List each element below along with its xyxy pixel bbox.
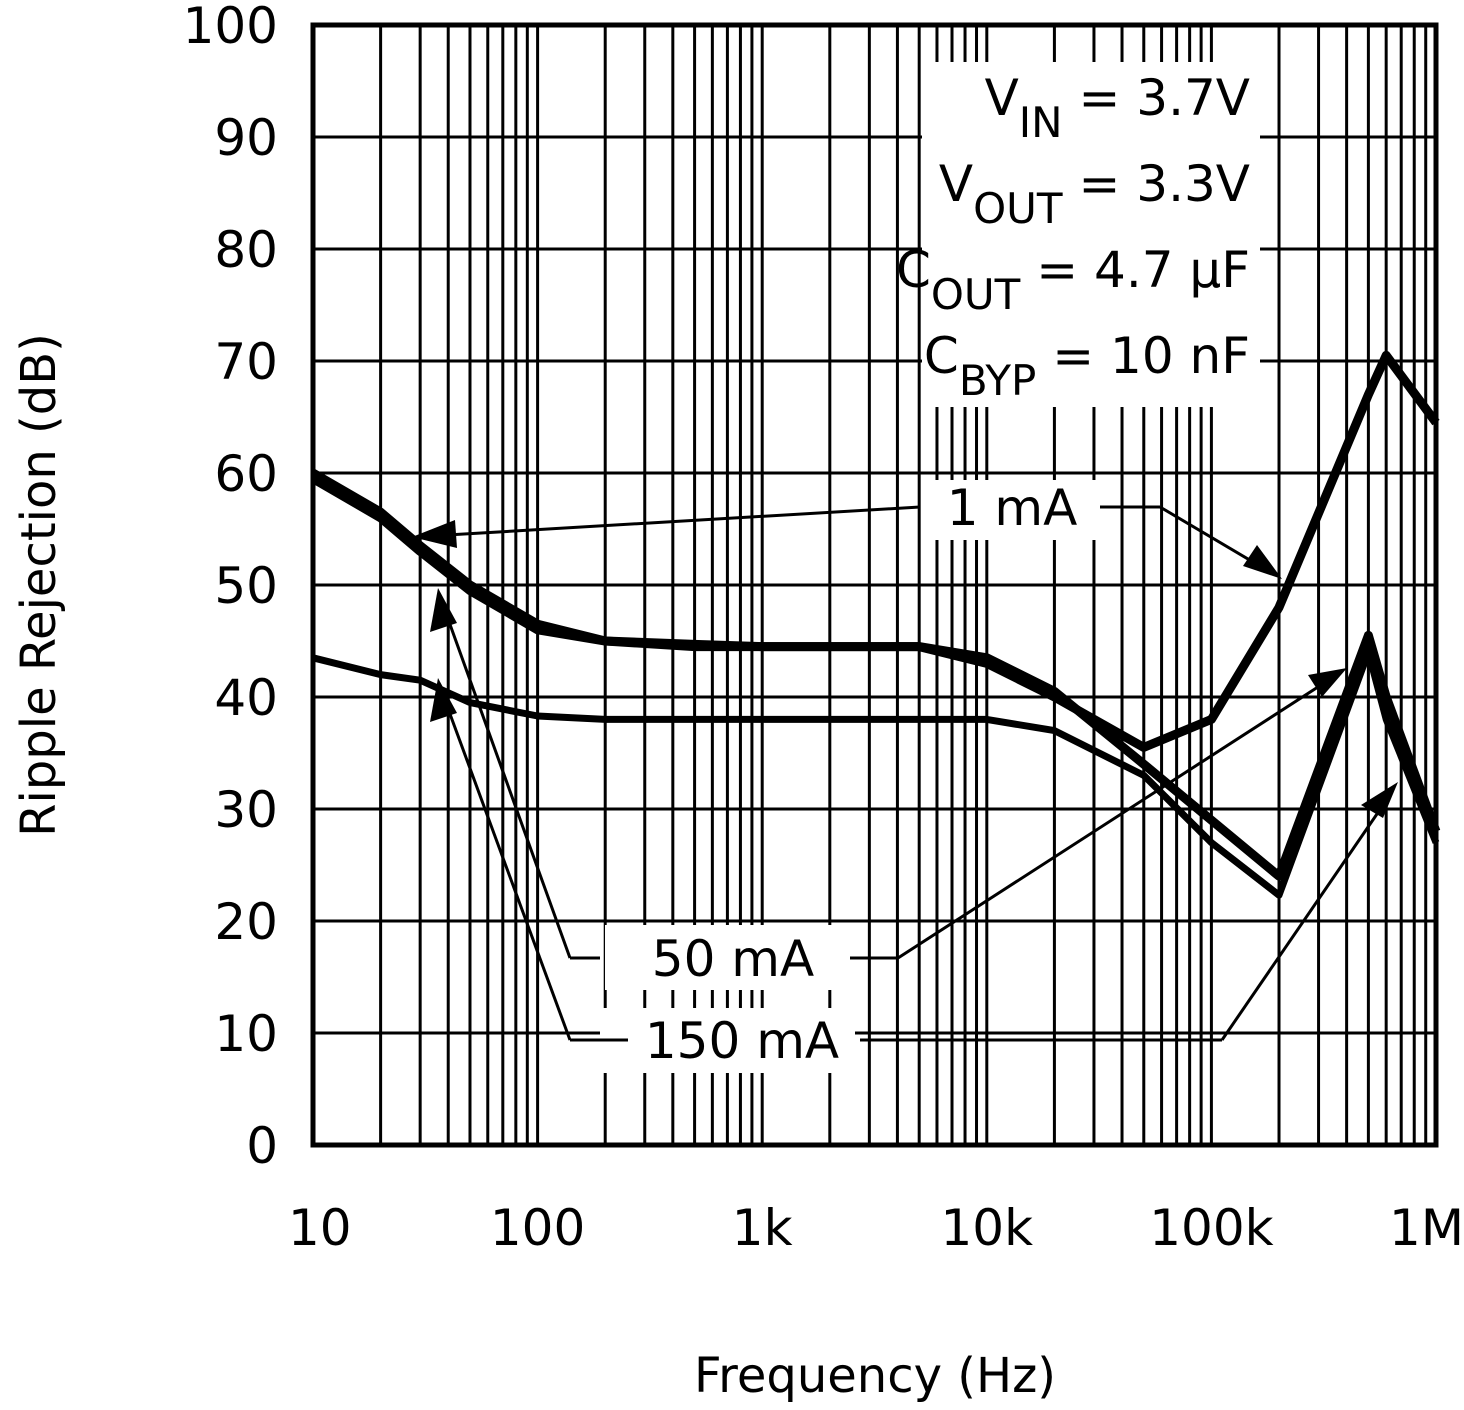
arrow-heads [412,520,1398,818]
annotation-tail: = 3.7V [1063,69,1250,127]
y-tick-label: 50 [214,557,278,615]
y-tick-label: 60 [214,445,278,503]
y-tick-label: 30 [214,781,278,839]
annotation-sub: BYP [959,356,1037,405]
annotation-tail: = 10 nF [1036,327,1250,385]
annotation: VOUT = 3.3V [939,155,1250,233]
curves [310,350,1441,899]
annotation-sub: IN [1019,98,1063,147]
y-tick-label: 80 [214,221,278,279]
label-arrows [429,480,1392,1073]
x-tick-label: 10 [288,1199,352,1257]
series-line [310,474,1441,881]
plot-frame [310,22,1439,1148]
series-label: 50 mA [652,930,814,988]
annotation-base: V [985,69,1019,127]
y-tick-label: 20 [214,893,278,951]
x-tick-label: 10k [941,1199,1034,1257]
annotation: VIN = 3.7V [985,69,1250,147]
annotation-base: V [939,155,973,213]
grid [311,23,1438,1147]
x-tick-label: 1M [1389,1199,1464,1257]
x-tick-label: 100k [1149,1199,1273,1257]
annotation: CBYP = 10 nF [924,327,1250,405]
x-tick-label: 1k [732,1199,793,1257]
y-tick-label: 90 [214,109,278,167]
annotation-sub: OUT [973,184,1063,233]
x-axis-title: Frequency (Hz) [694,1348,1056,1404]
annotation-base: C [924,327,959,385]
series-line [310,350,1440,752]
series-label: 150 mA [645,1012,839,1070]
y-tick-label: 10 [214,1005,278,1063]
x-tick-label: 100 [490,1199,585,1257]
y-tick-label: 40 [214,669,278,727]
series-label: 1 mA [947,479,1078,537]
y-tick-label: 100 [183,0,278,55]
annotation: COUT = 4.7 µF [896,241,1250,319]
annotation-tail: = 4.7 µF [1020,241,1250,299]
annotation-base: C [896,241,931,299]
y-axis-title: Ripple Rejection (dB) [11,333,67,837]
y-tick-label: 70 [214,333,278,391]
annotation-tail: = 3.3V [1063,155,1250,213]
annotation-sub: OUT [931,270,1021,319]
annotation-box [922,62,1260,407]
series-line [312,648,1440,899]
y-tick-label: 0 [246,1117,278,1175]
